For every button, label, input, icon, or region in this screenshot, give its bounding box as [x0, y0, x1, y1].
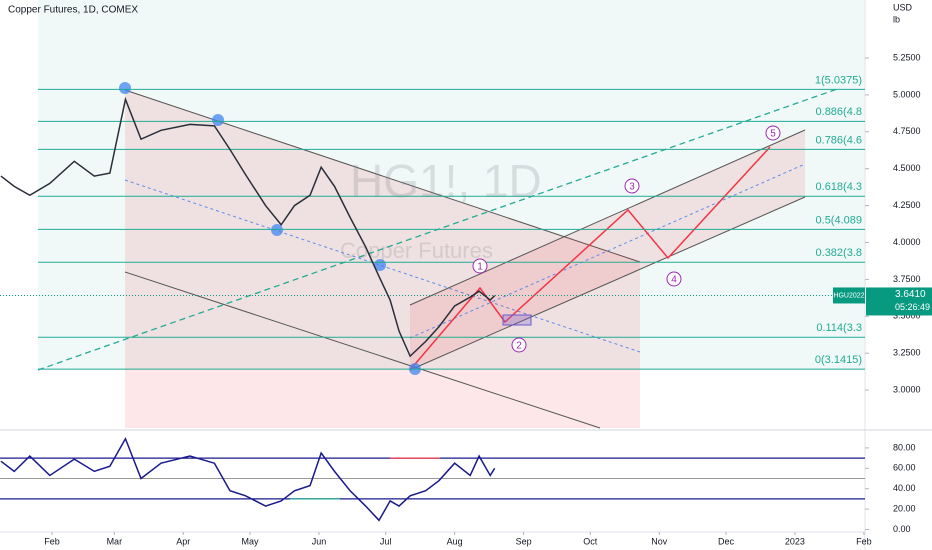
y-tick-label: 4.0000 — [893, 237, 921, 247]
x-tick-label: Nov — [651, 536, 668, 546]
wave-label: 5 — [770, 129, 776, 140]
fib-label: 0.786(4.6 — [816, 134, 862, 146]
wave-circle — [624, 178, 640, 194]
y-tick-label: 20.00 — [893, 503, 916, 513]
x-tick-label: Feb — [44, 536, 60, 546]
fib-label: 0.5(4.089 — [816, 214, 862, 226]
x-tick-label: Feb — [856, 536, 872, 546]
fib-label: 0.618(4.3 — [816, 181, 862, 193]
wave-circle — [666, 271, 682, 287]
y-tick-label: 4.2500 — [893, 200, 921, 210]
channel-line — [409, 196, 806, 371]
x-tick-label: Mar — [107, 536, 123, 546]
y-tick-label: 5.0000 — [893, 89, 921, 99]
wave-path — [409, 146, 771, 371]
fib-label: 0.382(3.8 — [816, 247, 862, 259]
x-tick-label: Dec — [718, 536, 735, 546]
y-tick-label: 3.7500 — [893, 274, 921, 284]
fib-zone — [38, 0, 865, 370]
price-line — [0, 436, 496, 522]
countdown: 05:26:49 — [895, 302, 930, 312]
x-tick-label: May — [241, 536, 259, 546]
y-tick-label: 80.00 — [893, 442, 916, 452]
x-tick-label: Apr — [176, 536, 190, 546]
x-tick-label: Jul — [380, 536, 392, 546]
channel-fill — [410, 130, 805, 370]
target-box — [502, 314, 532, 326]
watermark-sub: Copper Futures — [340, 238, 493, 263]
wave-label: 4 — [671, 275, 677, 286]
channel-line — [124, 271, 601, 429]
wave-circle — [511, 337, 527, 353]
last-price: 3.6410 — [895, 289, 926, 300]
y-tick-label: 3.5000 — [893, 311, 921, 321]
channel-fill — [125, 90, 640, 428]
y-tick-label: 40.00 — [893, 483, 916, 493]
symbol-tag — [833, 287, 865, 304]
y-tick-label: 5.2500 — [893, 52, 921, 62]
fib-label: 0(3.1415) — [815, 354, 862, 366]
channel-line — [124, 89, 641, 263]
wave-circle — [765, 125, 781, 141]
watermark: HG1!, 1D — [350, 155, 542, 207]
y-tick-label: 3.0000 — [893, 384, 921, 394]
y-tick-label: 60.00 — [893, 463, 916, 473]
y-tick-label: 0.00 — [893, 524, 911, 534]
wave-circle — [472, 258, 488, 274]
wave-label: 2 — [516, 341, 522, 352]
x-tick-label: Oct — [583, 536, 598, 546]
wave-label: 3 — [629, 182, 635, 193]
y-tick-label: 4.5000 — [893, 163, 921, 173]
fib-label: 0.114(3.3 — [816, 322, 862, 334]
symbol: HGU2022 — [833, 292, 864, 299]
chart-title: Copper Futures, 1D, COMEX — [8, 5, 138, 16]
x-tick-label: Jun — [312, 536, 327, 546]
price-tag — [866, 287, 932, 316]
x-tick-label: Aug — [447, 536, 463, 546]
y-tick-label: 4.7500 — [893, 126, 921, 136]
price-line — [0, 96, 496, 358]
currency: USD — [893, 2, 913, 12]
fib-label: 1(5.0375) — [815, 74, 862, 86]
y-tick-label: 3.2500 — [893, 348, 921, 358]
x-tick-label: Sep — [516, 536, 532, 546]
wave-label: 1 — [477, 262, 483, 273]
unit: lb — [893, 14, 900, 24]
channel-line — [409, 129, 806, 306]
x-tick-label: 2023 — [785, 536, 805, 546]
fib-label: 0.886(4.8 — [816, 106, 862, 118]
